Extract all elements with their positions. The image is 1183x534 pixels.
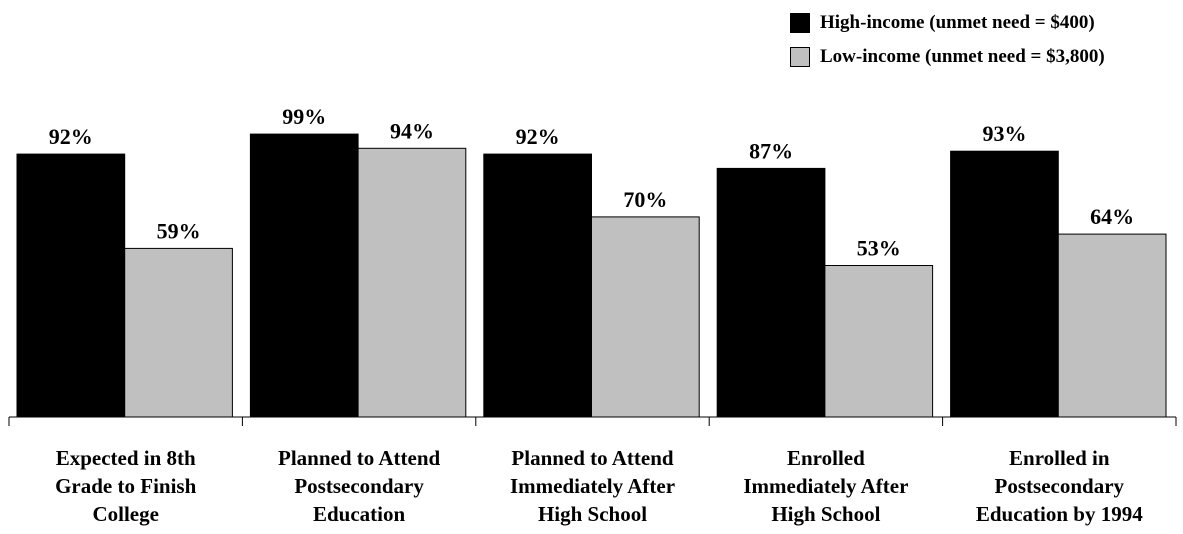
legend: High-income (unmet need = $400) Low-inco… xyxy=(790,6,1105,74)
category-label-line: Postsecondary xyxy=(294,474,424,498)
category-label-line: Expected in 8th xyxy=(56,446,196,470)
bar-low-income-1 xyxy=(124,247,233,418)
value-label-high-income-4: 87% xyxy=(749,138,793,163)
bar-high-income-3 xyxy=(483,153,592,418)
bar-low-income-2 xyxy=(357,147,467,418)
category-label-line: Education xyxy=(313,502,406,526)
legend-swatch-low-income xyxy=(790,47,810,67)
value-label-low-income-5: 64% xyxy=(1090,204,1134,229)
category-label-line: Enrolled xyxy=(787,446,865,470)
category-labels: Expected in 8th Grade to Finish College Pla… xyxy=(55,446,1143,526)
value-label-high-income-1: 92% xyxy=(49,124,93,149)
category-label-5: Enrolled in Postsecondary Education by 199… xyxy=(976,446,1143,526)
value-label-high-income-2: 99% xyxy=(282,104,326,129)
value-labels: 92% 59% 99% 94% 92% 70% 87% 53% 93% 64% xyxy=(49,104,1134,260)
category-label-1: Expected in 8th Grade to Finish College xyxy=(55,446,196,526)
category-label-line: Postsecondary xyxy=(995,474,1125,498)
category-label-line: High School xyxy=(771,502,880,526)
category-label-line: Planned to Attend xyxy=(278,446,441,470)
value-label-low-income-4: 53% xyxy=(857,236,901,261)
value-label-low-income-3: 70% xyxy=(623,187,667,212)
bar-low-income-3 xyxy=(591,216,700,418)
legend-label-high-income: High-income (unmet need = $400) xyxy=(820,12,1095,33)
category-label-line: High School xyxy=(538,502,647,526)
category-label-line: Planned to Attend xyxy=(511,446,674,470)
value-label-high-income-3: 92% xyxy=(516,124,560,149)
value-label-low-income-1: 59% xyxy=(157,218,201,243)
category-label-line: Grade to Finish xyxy=(55,474,196,498)
category-label-line: College xyxy=(92,502,158,526)
legend-swatch-high-income xyxy=(790,13,810,33)
legend-label-low-income: Low-income (unmet need = $3,800) xyxy=(820,46,1105,67)
category-label-2: Planned to Attend Postsecondary Education xyxy=(278,446,441,526)
bar-high-income-2 xyxy=(249,133,359,418)
category-label-3: Planned to Attend Immediately After High S… xyxy=(510,446,675,526)
category-label-4: Enrolled Immediately After High School xyxy=(743,446,908,526)
bar-low-income-4 xyxy=(824,265,934,418)
category-label-line: Education by 1994 xyxy=(976,502,1143,526)
value-label-high-income-5: 93% xyxy=(983,121,1027,146)
bar-high-income-1 xyxy=(16,153,126,418)
bars-layer xyxy=(16,133,1167,418)
category-label-line: Immediately After xyxy=(743,474,908,498)
category-label-line: Enrolled in xyxy=(1009,446,1110,470)
legend-item-high-income: High-income (unmet need = $400) xyxy=(790,6,1105,40)
bar-low-income-5 xyxy=(1057,233,1167,418)
category-label-line: Immediately After xyxy=(510,474,675,498)
bar-high-income-5 xyxy=(950,150,1059,418)
legend-item-low-income: Low-income (unmet need = $3,800) xyxy=(790,40,1105,74)
bar-high-income-4 xyxy=(716,167,826,418)
x-axis xyxy=(8,416,1177,426)
value-label-low-income-2: 94% xyxy=(390,118,434,143)
